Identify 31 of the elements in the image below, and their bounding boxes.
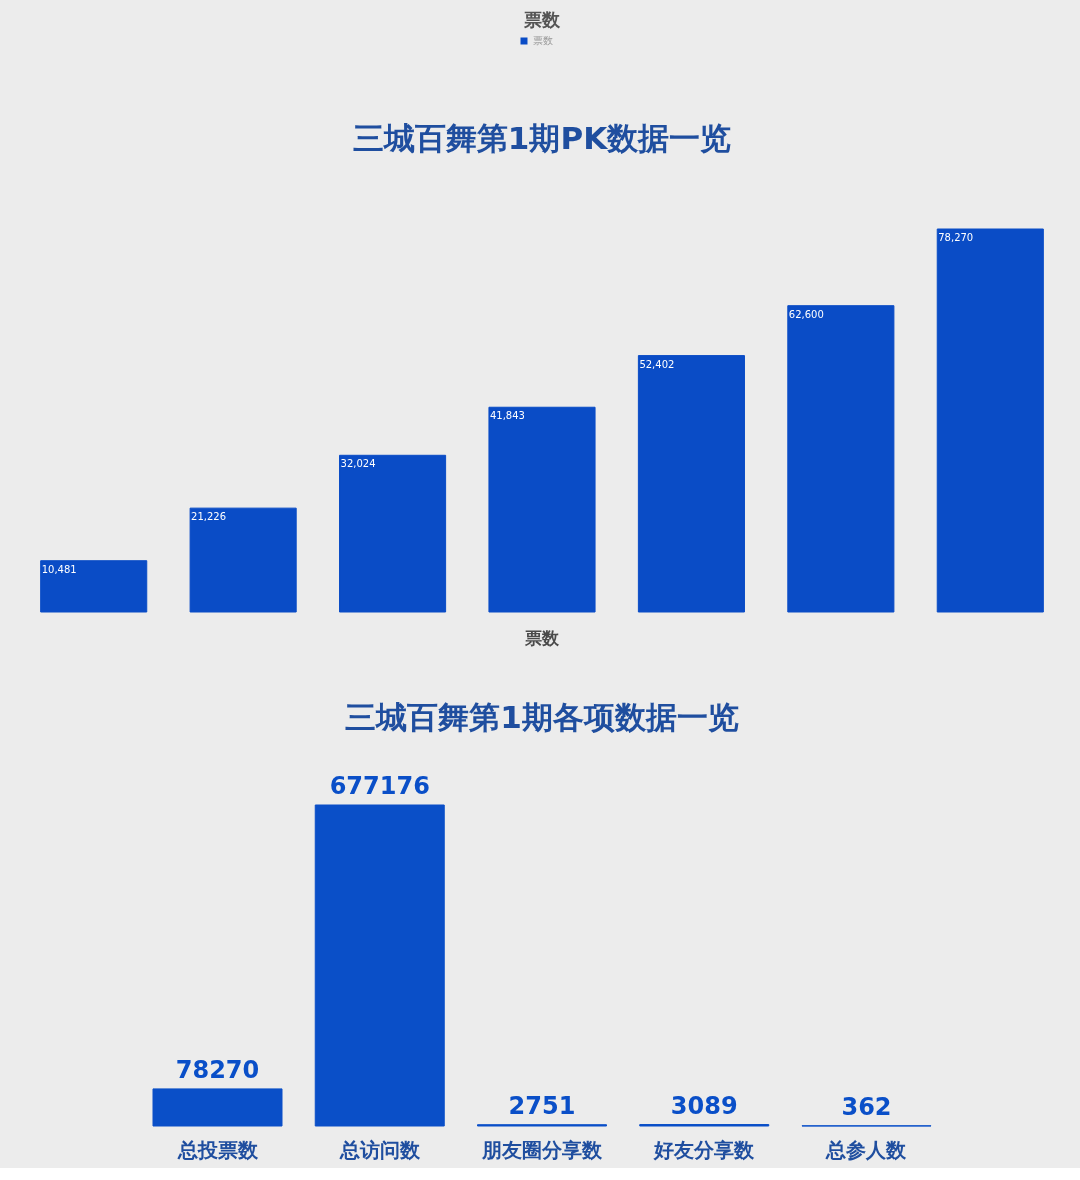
data-label: 3089 — [670, 1091, 738, 1120]
data-label: 41,843 — [489, 410, 525, 422]
data-label: 2751 — [508, 1091, 576, 1120]
legend-label: 票数 — [533, 35, 553, 46]
chart-title: 票数 — [524, 628, 560, 648]
data-label: 62,600 — [788, 308, 824, 320]
x-tick-label: 好友分享数 — [653, 1137, 756, 1162]
bar — [339, 454, 447, 613]
data-label: 362 — [841, 1092, 892, 1121]
data-label: 21,226 — [191, 511, 227, 523]
x-tick-label: 总参人数 — [825, 1137, 908, 1162]
data-label: 32,024 — [340, 458, 376, 470]
data-label: 78270 — [175, 1055, 260, 1084]
chart-subtitle: 三城百舞第1期PK数据一览 — [352, 120, 732, 156]
chart-subtitle: 三城百舞第1期各项数据一览 — [345, 699, 739, 735]
x-tick-label: 朋友圈分享数 — [481, 1137, 603, 1162]
bar — [787, 305, 895, 613]
x-tick-label: 总投票数 — [176, 1137, 259, 1162]
bar — [637, 355, 745, 613]
bar — [152, 1088, 283, 1127]
data-label: 52,402 — [639, 358, 675, 370]
bar — [488, 406, 596, 613]
data-label: 78,270 — [938, 232, 974, 243]
bar — [936, 228, 1044, 613]
chart-title: 票数 — [523, 9, 561, 30]
bar — [40, 560, 148, 613]
data-label: 677176 — [329, 772, 430, 800]
bar — [314, 804, 445, 1127]
x-tick-label: 总访问数 — [338, 1137, 421, 1162]
bar — [189, 507, 297, 613]
data-label: 10,481 — [41, 563, 77, 575]
